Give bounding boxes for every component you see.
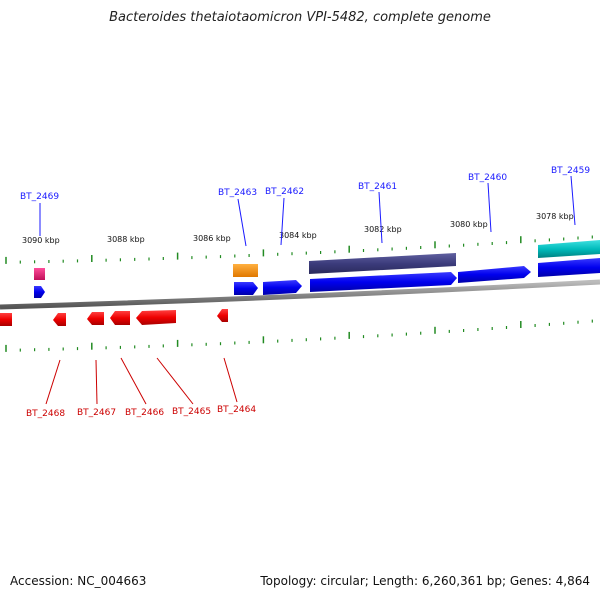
gene-label-bt2466[interactable]: BT_2466 bbox=[125, 408, 164, 418]
leader-line bbox=[95, 359, 98, 405]
gene-label-bt2463[interactable]: BT_2463 bbox=[218, 188, 257, 198]
tick-row-top bbox=[5, 235, 593, 264]
gene-label-bt2462[interactable]: BT_2462 bbox=[265, 187, 304, 197]
leader-line bbox=[570, 175, 576, 226]
scale-label: 3090 kbp bbox=[22, 236, 60, 245]
forward-gene[interactable] bbox=[458, 266, 531, 283]
gene-label-bt2468[interactable]: BT_2468 bbox=[26, 409, 65, 419]
forward-gene-labels: BT_2469 BT_2463 BT_2462 BT_2461 BT_2460 … bbox=[20, 166, 590, 202]
feature-pink[interactable] bbox=[34, 268, 45, 280]
topology-summary: Topology: circular; Length: 6,260,361 bp… bbox=[260, 574, 590, 588]
gene-label-bt2465[interactable]: BT_2465 bbox=[172, 407, 211, 417]
feature-cyan[interactable] bbox=[538, 240, 600, 258]
leader-line bbox=[378, 191, 383, 244]
reverse-gene[interactable] bbox=[87, 312, 104, 325]
leader-line bbox=[120, 357, 147, 405]
scale-label: 3080 kbp bbox=[450, 220, 488, 229]
gene-label-bt2460[interactable]: BT_2460 bbox=[468, 173, 507, 183]
reverse-gene[interactable] bbox=[136, 310, 176, 325]
gene-label-bt2459[interactable]: BT_2459 bbox=[551, 166, 590, 176]
forward-gene[interactable] bbox=[538, 258, 600, 277]
scale-label: 3082 kbp bbox=[364, 225, 402, 234]
leader-line bbox=[280, 197, 285, 246]
forward-gene[interactable] bbox=[263, 280, 302, 295]
feature-slate[interactable] bbox=[309, 253, 456, 274]
forward-gene[interactable] bbox=[310, 272, 457, 292]
gene-label-bt2469[interactable]: BT_2469 bbox=[20, 192, 59, 202]
scale-label: 3084 kbp bbox=[279, 231, 317, 240]
map-title: Bacteroides thetaiotaomicron VPI-5482, c… bbox=[109, 10, 491, 25]
leader-line bbox=[237, 198, 247, 247]
forward-leaders bbox=[39, 175, 576, 247]
genome-backbone bbox=[0, 279, 600, 310]
gene-label-bt2461[interactable]: BT_2461 bbox=[358, 182, 397, 192]
tick-row-bottom bbox=[5, 319, 593, 352]
reverse-gene[interactable] bbox=[217, 309, 228, 322]
reverse-gene[interactable] bbox=[0, 313, 12, 326]
scale-label: 3086 kbp bbox=[193, 234, 231, 243]
scale-labels: 3090 kbp 3088 kbp 3086 kbp 3084 kbp 3082… bbox=[22, 212, 574, 245]
leader-line bbox=[223, 357, 238, 403]
reverse-leaders bbox=[45, 357, 238, 405]
reverse-gene[interactable] bbox=[53, 313, 66, 326]
leader-line bbox=[45, 359, 61, 405]
scale-label: 3078 kbp bbox=[536, 212, 574, 221]
reverse-gene-labels: BT_2468 BT_2467 BT_2466 BT_2465 BT_2464 bbox=[26, 405, 256, 419]
reverse-gene[interactable] bbox=[110, 311, 130, 325]
gene-label-bt2467[interactable]: BT_2467 bbox=[77, 408, 116, 418]
forward-gene[interactable] bbox=[234, 282, 258, 295]
forward-gene[interactable] bbox=[34, 286, 45, 298]
scale-label: 3088 kbp bbox=[107, 235, 145, 244]
leader-line bbox=[156, 357, 194, 405]
gene-label-bt2464[interactable]: BT_2464 bbox=[217, 405, 256, 415]
accession-text: Accession: NC_004663 bbox=[10, 574, 147, 588]
leader-line bbox=[487, 182, 492, 233]
feature-orange[interactable] bbox=[233, 264, 258, 277]
